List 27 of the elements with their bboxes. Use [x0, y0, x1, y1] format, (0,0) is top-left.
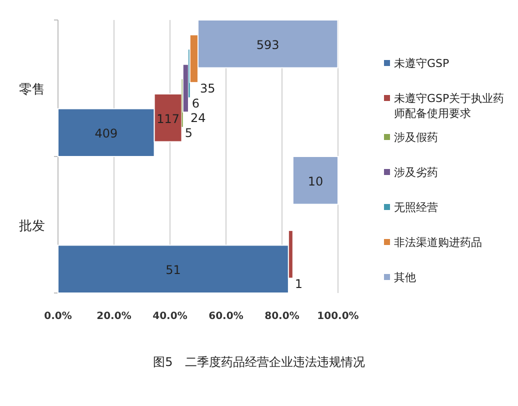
annotation: 5 — [184, 126, 193, 140]
annotation: 6 — [192, 96, 200, 110]
annotation: 10 — [308, 174, 324, 188]
legend-label: 未遵守GSP关于执业药师配备使用要求 — [394, 92, 504, 120]
x-tick-label: 20.0% — [96, 311, 132, 322]
text: 图5 二季度药品经营企业违法违规情况 — [153, 355, 365, 369]
x-tick-label: 0.0% — [44, 311, 72, 322]
legend-label: 无照经营 — [394, 201, 438, 214]
x-tick-label: 60.0% — [208, 311, 244, 322]
y-tick-label: 零售 — [19, 82, 45, 98]
x-tick-label: 40.0% — [152, 311, 188, 322]
annotation: 117 — [156, 112, 180, 126]
annotation: 51 — [166, 263, 181, 278]
legend-label: 非法渠道购进药品 — [394, 236, 482, 249]
annotation: 593 — [256, 38, 280, 52]
annotation: 409 — [94, 126, 118, 141]
annotation: 24 — [190, 111, 206, 126]
x-tick-label: 80.0% — [264, 311, 300, 322]
legend-label: 未遵守GSP — [394, 57, 450, 70]
legend-label: 涉及劣药 — [394, 166, 438, 179]
bar — [292, 156, 338, 205]
y-tick-label: 批发 — [19, 218, 45, 234]
legend-label: 涉及假药 — [394, 131, 438, 144]
annotation: 1 — [294, 277, 303, 292]
annotation: 35 — [200, 82, 216, 96]
legend-label: 其他 — [394, 271, 416, 284]
x-tick-label: 100.0% — [317, 311, 359, 322]
